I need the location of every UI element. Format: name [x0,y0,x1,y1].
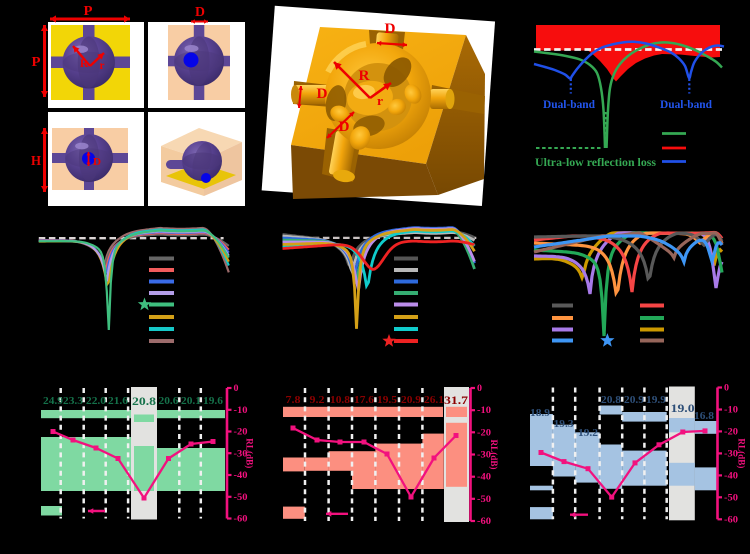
svg-text:19.0: 19.0 [671,401,695,415]
svg-text:20.8: 20.8 [601,395,621,406]
svg-text:-20: -20 [234,428,248,438]
svg-text:20.1: 20.1 [181,396,201,407]
svg-text:10.8: 10.8 [330,395,350,406]
svg-text:D: D [317,86,328,102]
svg-text:D: D [93,156,101,168]
svg-text:RL(dB): RL(dB) [736,438,747,468]
svg-text:17.6: 17.6 [354,395,374,406]
svg-text:r: r [100,58,106,72]
svg-text:-30: -30 [724,449,738,459]
svg-text:Dual-band: Dual-band [543,99,596,111]
svg-text:19.3: 19.3 [554,419,574,430]
svg-text:R: R [80,56,88,70]
svg-text:D: D [385,21,396,37]
svg-text:7.8: 7.8 [286,395,301,406]
svg-text:0: 0 [724,384,729,394]
svg-text:-50: -50 [234,493,248,503]
svg-text:-60: -60 [724,515,738,525]
svg-text:-60: -60 [477,517,491,527]
svg-text:-50: -50 [477,495,491,505]
svg-text:-30: -30 [234,449,248,459]
svg-text:RL(dB): RL(dB) [244,438,255,468]
svg-text:r: r [377,93,383,108]
svg-text:-40: -40 [477,473,491,483]
svg-text:RL(dB): RL(dB) [488,440,499,470]
svg-text:-20: -20 [724,427,738,437]
svg-text:19.9: 19.9 [646,395,666,406]
svg-text:0: 0 [477,384,482,394]
svg-text:20.6: 20.6 [159,396,179,407]
svg-text:19.2: 19.2 [578,428,598,439]
svg-text:22.0: 22.0 [86,396,106,407]
svg-text:0: 0 [234,384,239,394]
svg-text:18.9: 18.9 [530,408,550,419]
svg-text:-40: -40 [724,471,738,481]
svg-text:23.3: 23.3 [63,396,83,407]
svg-text:R: R [359,68,370,84]
svg-text:-20: -20 [477,428,491,438]
svg-text:16.8: 16.8 [694,411,714,422]
svg-text:-30: -30 [477,451,491,461]
svg-text:-50: -50 [724,493,738,503]
svg-text:9.2: 9.2 [310,395,325,406]
svg-text:-10: -10 [234,406,248,416]
svg-text:-10: -10 [724,405,738,415]
svg-text:Dual-band: Dual-band [660,99,713,111]
svg-text:20.9: 20.9 [624,395,644,406]
svg-text:26.1: 26.1 [424,395,444,406]
svg-text:P: P [32,55,41,70]
svg-text:21.6: 21.6 [108,396,128,407]
svg-text:19.6: 19.6 [203,396,223,407]
svg-text:-60: -60 [234,515,248,525]
svg-text:Ultra-low reflection loss: Ultra-low reflection loss [535,157,657,169]
svg-text:19.5: 19.5 [377,395,397,406]
svg-text:20.8: 20.8 [132,394,156,408]
svg-text:-10: -10 [477,406,491,416]
svg-text:24.9: 24.9 [43,396,63,407]
svg-text:P: P [84,4,93,19]
svg-text:H: H [31,154,41,169]
svg-text:31.7: 31.7 [444,393,468,407]
svg-text:-40: -40 [234,471,248,481]
svg-text:D: D [195,5,205,20]
svg-text:20.9: 20.9 [401,395,421,406]
svg-text:D: D [339,119,350,135]
